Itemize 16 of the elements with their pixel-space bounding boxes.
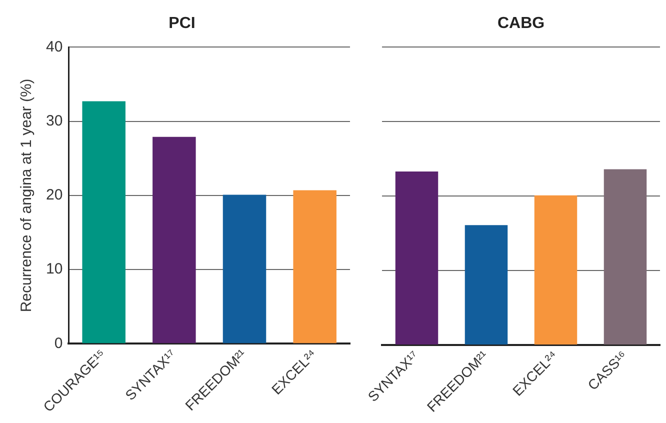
y-tick-label: 10 — [46, 260, 63, 278]
bar — [293, 190, 336, 344]
bar — [604, 169, 647, 345]
bar — [222, 194, 266, 344]
bar — [395, 172, 438, 345]
bar — [464, 225, 508, 345]
bar — [152, 136, 196, 344]
y-tick-label: 30 — [46, 112, 63, 130]
y-tick-label: 20 — [46, 186, 63, 204]
bar — [534, 195, 578, 345]
bar — [82, 101, 126, 344]
chart-title: PCI — [168, 15, 196, 32]
y-tick-label: 40 — [46, 38, 63, 56]
y-tick-label: 0 — [54, 334, 63, 352]
chart-title: CABG — [497, 15, 545, 32]
y-axis-title: Recurrence of angina at 1 year (%) — [18, 78, 36, 312]
